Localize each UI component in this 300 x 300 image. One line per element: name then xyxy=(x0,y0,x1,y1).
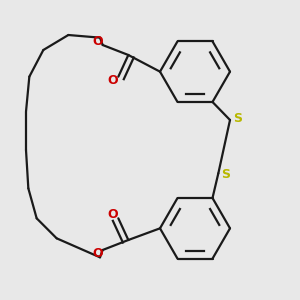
Text: O: O xyxy=(92,35,103,48)
Text: O: O xyxy=(92,247,103,260)
Text: O: O xyxy=(107,74,118,87)
Text: S: S xyxy=(221,169,230,182)
Text: O: O xyxy=(107,208,118,221)
Text: S: S xyxy=(233,112,242,125)
